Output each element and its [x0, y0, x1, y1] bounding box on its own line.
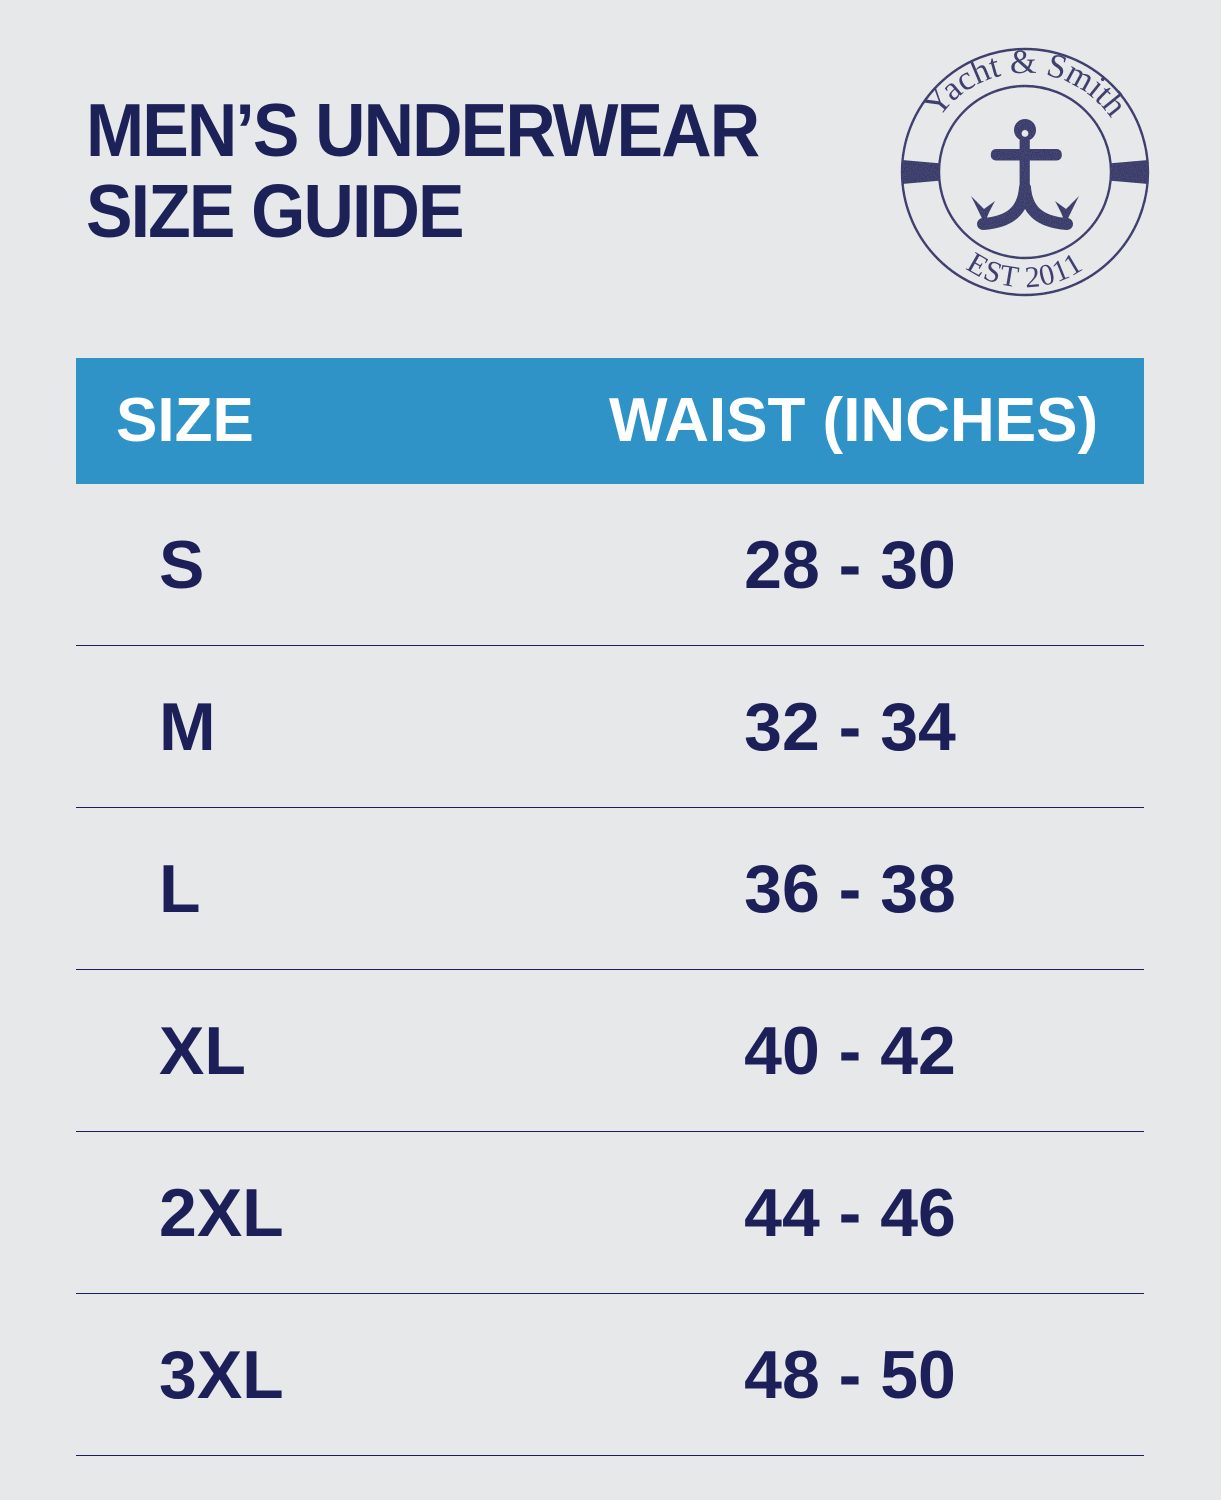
svg-text:Yacht & Smith: Yacht & Smith: [916, 44, 1134, 124]
